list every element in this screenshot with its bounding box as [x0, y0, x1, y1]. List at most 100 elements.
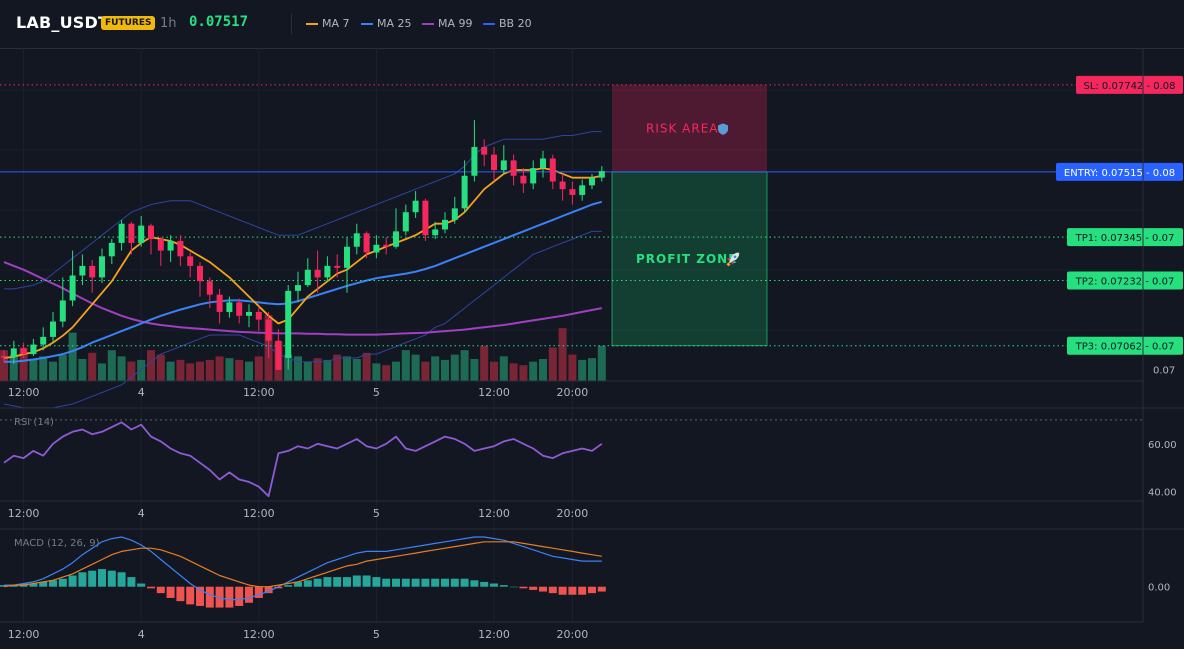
macd-hist-bar: [9, 585, 18, 587]
candle-body: [481, 146, 488, 155]
header-divider: [291, 14, 292, 34]
candle-body: [491, 154, 497, 170]
legend-bb20[interactable]: BB 20: [483, 17, 532, 30]
candle-body: [226, 302, 233, 312]
candle-body: [246, 311, 252, 316]
volume-bar: [68, 332, 77, 381]
risk-area-zone[interactable]: [612, 84, 767, 172]
candle-body: [520, 175, 527, 184]
macd-hist-bar: [558, 586, 567, 595]
volume-bar: [539, 359, 547, 381]
tp1-label: TP1: 0.07345 - 0.07: [1075, 233, 1175, 244]
legend-ma25[interactable]: MA 25: [361, 17, 412, 30]
trade-zones[interactable]: RISK AREA PROFIT ZONE: [611, 84, 768, 347]
macd-hist-bar: [568, 586, 577, 595]
candle-body: [334, 265, 341, 268]
macd-hist-bar: [362, 575, 371, 587]
candle-body: [363, 233, 370, 253]
candle-body: [89, 265, 96, 278]
macd-hist-bar: [127, 577, 136, 587]
macd-hist-bar: [460, 578, 469, 587]
rsi-pane[interactable]: RSI (14) 60.00 40.00: [0, 417, 1177, 498]
volume-bar: [597, 345, 606, 381]
legend-label-ma99: MA 99: [438, 17, 473, 30]
volume-bar: [107, 350, 116, 381]
volume-bar: [509, 363, 518, 381]
volume-bar: [39, 356, 48, 381]
time-label: 20:00: [557, 507, 589, 520]
risk-area-label: RISK AREA: [646, 121, 719, 135]
macd-hist-bar: [39, 581, 48, 587]
volume-bar: [205, 359, 214, 381]
volume-bar: [558, 328, 567, 381]
legend-ma99[interactable]: MA 99: [422, 17, 473, 30]
macd-hist-bar: [294, 581, 302, 587]
bb-upper-line: [4, 131, 602, 290]
volume-bar: [529, 361, 538, 381]
candle-body: [118, 223, 125, 243]
macd-hist-bar: [303, 580, 312, 587]
macd-hist-bar: [333, 577, 342, 587]
volume-bar: [196, 361, 204, 381]
time-label: 12:00: [243, 628, 275, 641]
macd-hist-bar: [313, 578, 322, 587]
candle-body: [344, 246, 350, 268]
volume-bar: [490, 361, 498, 381]
volume-bar: [401, 350, 410, 381]
entry-label: ENTRY: 0.07515 - 0.08: [1064, 168, 1175, 179]
profit-zone[interactable]: [611, 171, 768, 347]
interval-label[interactable]: 1h: [160, 16, 177, 31]
volume-bar: [441, 359, 449, 381]
volume-bar: [58, 354, 67, 381]
candle-body: [383, 244, 390, 247]
futures-badge: FUTURES: [101, 16, 156, 30]
candle-body: [353, 233, 360, 247]
volume-bar: [156, 354, 165, 381]
volume-bar: [588, 358, 596, 381]
legend-swatch-bb20: [483, 23, 495, 25]
macd-hist-bar: [284, 585, 293, 587]
candle-body: [1, 356, 7, 358]
grid-lines: [0, 48, 1143, 622]
volume-bars: [0, 315, 606, 381]
legend-ma7[interactable]: MA 7: [306, 17, 350, 30]
candle-body: [540, 158, 546, 169]
volume-bar: [578, 359, 587, 381]
volume-bar: [431, 356, 440, 381]
volume-bar: [98, 363, 106, 381]
tp2-label-bg: [1067, 271, 1183, 290]
macd-hist-bar: [539, 586, 547, 592]
candle-body: [442, 219, 448, 230]
candle-body: [314, 269, 321, 278]
macd-hist-bar: [401, 578, 410, 587]
candle-body: [471, 146, 478, 176]
volume-bar: [0, 350, 8, 381]
time-label: 12:00: [243, 386, 275, 399]
macd-hist-bar: [372, 577, 381, 587]
candle-body: [549, 158, 556, 182]
macd-tick-label: 0.00: [1148, 583, 1170, 594]
volume-bar: [147, 350, 155, 381]
candle-body: [559, 181, 566, 190]
time-label: 12:00: [8, 628, 40, 641]
macd-hist-bar: [548, 586, 557, 594]
macd-pane[interactable]: MACD (12, 26, 9) 0.00: [0, 536, 1170, 608]
candle-body: [598, 171, 605, 178]
macd-hist-bar: [343, 577, 351, 587]
trade-level-lines[interactable]: SL: 0.07742 - 0.08 ENTRY: 0.07515 - 0.08 T…: [0, 75, 1183, 355]
symbol-name[interactable]: LAB_USDT: [16, 13, 110, 32]
shield-icon: [718, 123, 728, 135]
macd-hist-bar: [470, 580, 479, 587]
candle-body: [255, 311, 262, 320]
macd-hist-bar: [196, 586, 204, 606]
bb-lower-line: [3, 230, 602, 409]
volume-bar: [29, 359, 38, 381]
candle-body: [295, 285, 301, 291]
volume-bar: [9, 354, 18, 381]
macd-hist-bar: [392, 578, 400, 587]
candle-body: [589, 177, 595, 186]
volume-bar: [245, 361, 253, 381]
bollinger-bands: [3, 131, 602, 409]
macd-hist-bar: [245, 586, 253, 603]
